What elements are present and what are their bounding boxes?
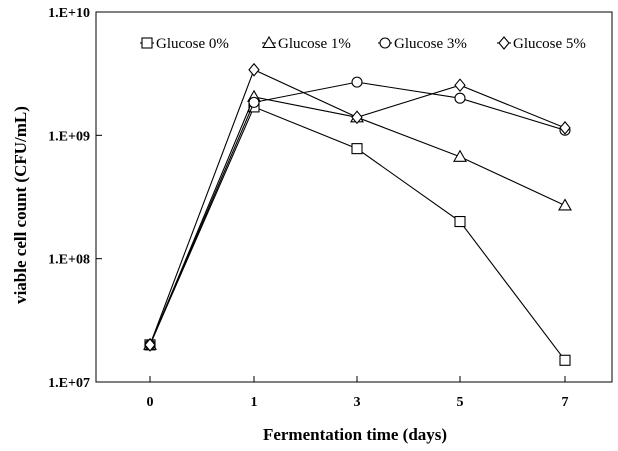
data-point [144, 338, 156, 352]
y-tick-label: 1.E+09 [48, 129, 90, 144]
data-point [248, 62, 260, 77]
series-layer [143, 62, 572, 366]
legend-marker [498, 36, 510, 50]
y-tick-label: 1.E+07 [48, 376, 90, 391]
data-point [559, 354, 571, 366]
legend-marker [262, 35, 276, 49]
legend-marker [379, 37, 391, 49]
series-line-2 [149, 96, 566, 346]
data-point [453, 149, 467, 162]
y-axis-title: viable cell count (CFU/mL) [11, 106, 30, 304]
legend-label: Glucose 3% [394, 36, 467, 52]
data-point [351, 76, 363, 88]
data-point [351, 143, 363, 155]
legend-label: Glucose 0% [156, 36, 229, 52]
data-point [454, 215, 466, 228]
data-point [351, 110, 363, 125]
data-point [454, 92, 466, 104]
legend-label: Glucose 1% [278, 36, 351, 52]
legend-marker [141, 37, 153, 49]
x-tick-label: 0 [147, 395, 154, 410]
x-tick-label: 5 [457, 395, 464, 410]
data-point [248, 96, 260, 108]
legend: Glucose 0% Glucose 1% Glucose 3% Glucose 5% [140, 35, 586, 52]
plot-frame [95, 11, 613, 383]
data-point [454, 78, 466, 93]
data-point [558, 198, 572, 211]
x-tick-label: 3 [354, 395, 361, 410]
legend-label: Glucose 5% [513, 36, 586, 52]
axis-ticks: 1.E+07 1.E+08 1.E+09 1.E+10 0 1 3 5 7 [48, 6, 568, 410]
x-axis-title: Fermentation time (days) [263, 425, 447, 444]
data-point [559, 120, 571, 135]
x-tick-label: 1 [251, 395, 258, 410]
x-tick-label: 7 [562, 395, 569, 410]
y-tick-label: 1.E+10 [48, 6, 90, 21]
y-tick-label: 1.E+08 [48, 253, 90, 268]
